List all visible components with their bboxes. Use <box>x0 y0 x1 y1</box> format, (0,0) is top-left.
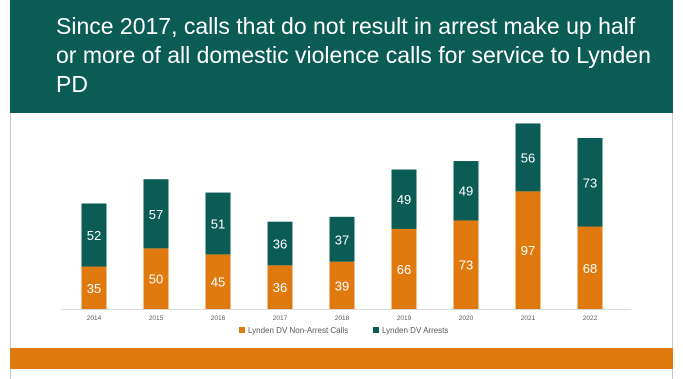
data-label-non-arrest-2018: 39 <box>335 278 349 293</box>
legend-swatch-arrests <box>373 327 379 333</box>
data-label-non-arrest-2022: 68 <box>583 261 597 276</box>
x-tick-label-2018: 2018 <box>335 315 350 322</box>
x-tick-label-2015: 2015 <box>149 315 164 322</box>
data-label-arrests-2022: 73 <box>583 175 597 190</box>
bar-non-arrest-2021 <box>515 191 541 309</box>
footer-band <box>10 348 673 369</box>
data-label-non-arrest-2017: 36 <box>273 280 287 295</box>
bottom-rule <box>10 369 673 379</box>
data-label-arrests-2020: 49 <box>459 184 473 199</box>
bar-non-arrest-2020 <box>453 220 479 309</box>
data-label-arrests-2015: 57 <box>149 207 163 222</box>
data-label-non-arrest-2016: 45 <box>211 275 225 290</box>
data-label-arrests-2016: 51 <box>211 216 225 231</box>
bar-non-arrest-2017 <box>267 265 293 309</box>
bar-arrests-2014 <box>81 203 107 267</box>
bar-arrests-2020 <box>453 161 479 221</box>
x-tick-label-2020: 2020 <box>459 315 474 322</box>
x-tick-label-2019: 2019 <box>397 315 412 322</box>
x-tick-label-2017: 2017 <box>273 315 288 322</box>
title-band: Since 2017, calls that do not result in … <box>10 0 673 113</box>
bar-arrests-2015 <box>143 179 169 249</box>
bar-non-arrest-2014 <box>81 266 107 309</box>
x-tick-label-2014: 2014 <box>87 315 102 322</box>
data-label-non-arrest-2020: 73 <box>459 258 473 273</box>
bar-arrests-2016 <box>205 192 231 255</box>
data-label-non-arrest-2019: 66 <box>397 262 411 277</box>
x-tick-label-2022: 2022 <box>583 315 598 322</box>
slide-title: Since 2017, calls that do not result in … <box>56 13 651 97</box>
data-label-arrests-2014: 52 <box>87 228 101 243</box>
data-label-arrests-2017: 36 <box>273 237 287 252</box>
data-label-non-arrest-2014: 35 <box>87 281 101 296</box>
bar-arrests-2021 <box>515 123 541 192</box>
legend-label-non-arrest: Lynden DV Non-Arrest Calls <box>248 326 348 335</box>
data-label-arrests-2019: 49 <box>397 192 411 207</box>
bar-non-arrest-2022 <box>577 226 603 309</box>
bar-non-arrest-2015 <box>143 248 169 309</box>
legend-label-arrests: Lynden DV Arrests <box>382 326 448 335</box>
chart-frame: 35 52 2014 50 57 2015 45 51 2016 36 36 2017 39 37 2018… <box>10 113 673 348</box>
bar-arrests-2019 <box>391 169 417 229</box>
data-label-non-arrest-2015: 50 <box>149 272 163 287</box>
bar-non-arrest-2018 <box>329 261 355 309</box>
bar-non-arrest-2016 <box>205 254 231 309</box>
data-label-arrests-2021: 56 <box>521 150 535 165</box>
bar-arrests-2017 <box>267 221 293 266</box>
legend-swatch-non-arrest <box>239 327 245 333</box>
stacked-bar-chart: 35 52 2014 50 57 2015 45 51 2016 36 36 2017 39 37 2018… <box>61 123 631 335</box>
bar-non-arrest-2019 <box>391 228 417 309</box>
data-label-arrests-2018: 37 <box>335 232 349 247</box>
x-tick-label-2016: 2016 <box>211 315 226 322</box>
data-label-non-arrest-2021: 97 <box>521 243 535 258</box>
bar-arrests-2022 <box>577 137 603 227</box>
bar-arrests-2018 <box>329 216 355 262</box>
x-tick-label-2021: 2021 <box>521 315 536 322</box>
